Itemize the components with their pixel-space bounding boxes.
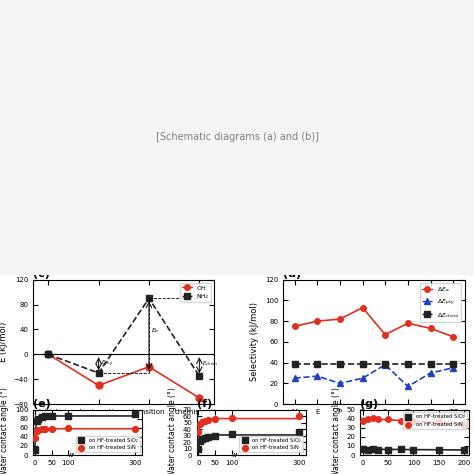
on HF-treated SiO₂: [211, 432, 219, 440]
on HF-treated SiO₂: [201, 434, 209, 441]
Y-axis label: Water contact angle (°): Water contact angle (°): [332, 387, 341, 474]
on HF-treated SiO₂: [33, 417, 40, 425]
Y-axis label: Water contact angle (°): Water contact angle (°): [168, 387, 177, 474]
on HF-treated SiO₂: [359, 445, 366, 453]
Text: $E_{chem}$: $E_{chem}$: [202, 359, 218, 368]
on HF-treated SiN: [195, 428, 202, 436]
on HF-treated SiN: [359, 417, 366, 424]
on HF-treated SiO₂: [397, 445, 405, 453]
Text: $E_b$: $E_b$: [152, 327, 160, 336]
on HF-treated SiN: [48, 425, 55, 432]
on HF-treated SiN: [435, 419, 443, 426]
Text: (d): (d): [283, 269, 301, 279]
Y-axis label: Selectivity (kJ/mol): Selectivity (kJ/mol): [250, 302, 259, 382]
on HF-treated SiO₂: [205, 433, 212, 441]
on HF-treated SiO₂: [369, 445, 377, 453]
on HF-treated SiN: [369, 414, 377, 421]
on HF-treated SiN: [198, 418, 206, 426]
on HF-treated SiN: [410, 418, 417, 425]
Text: (c): (c): [33, 269, 50, 279]
on HF-treated SiO₂: [364, 446, 372, 454]
on HF-treated SiN: [33, 428, 40, 435]
on HF-treated SiN: [132, 425, 139, 432]
on HF-treated SiO₂: [196, 437, 204, 445]
on HF-treated SiN: [228, 414, 236, 422]
on HF-treated SiO₂: [374, 447, 382, 454]
on HF-treated SiO₂: [35, 415, 42, 422]
Text: (g): (g): [360, 399, 378, 409]
on HF-treated SiO₂: [198, 435, 206, 443]
on HF-treated SiO₂: [295, 428, 303, 436]
on HF-treated SiO₂: [64, 412, 72, 419]
on HF-treated SiO₂: [132, 410, 139, 418]
on HF-treated SiN: [201, 417, 209, 424]
on HF-treated SiN: [38, 425, 46, 433]
Legend: $\Delta E_a$, $\Delta E_{phy}$, $\Delta E_{chem}$: $\Delta E_a$, $\Delta E_{phy}$, $\Delta …: [420, 283, 461, 322]
on HF-treated SiO₂: [460, 446, 468, 454]
on HF-treated SiN: [41, 425, 49, 432]
on HF-treated SiN: [295, 412, 303, 420]
on HF-treated SiN: [374, 415, 382, 422]
on HF-treated SiN: [460, 421, 468, 429]
on HF-treated SiO₂: [384, 446, 392, 454]
on HF-treated SiO₂: [38, 413, 46, 421]
Text: (e): (e): [33, 399, 51, 409]
on HF-treated SiN: [64, 424, 72, 432]
on HF-treated SiO₂: [41, 412, 49, 420]
on HF-treated SiO₂: [410, 446, 417, 454]
on HF-treated SiO₂: [228, 430, 236, 438]
Legend: on HF-treated SiO₂, on HF-treated SiN: on HF-treated SiO₂, on HF-treated SiN: [403, 412, 466, 429]
on HF-treated SiN: [384, 415, 392, 422]
Legend: OH, NH₂: OH, NH₂: [180, 283, 211, 301]
on HF-treated SiO₂: [195, 445, 202, 452]
Y-axis label: E (kJ/mol): E (kJ/mol): [0, 322, 8, 362]
on HF-treated SiN: [205, 416, 212, 424]
Legend: on HF-treated SiO₂, on HF-treated SiN: on HF-treated SiO₂, on HF-treated SiN: [76, 436, 139, 452]
on HF-treated SiO₂: [31, 447, 39, 454]
on HF-treated SiO₂: [48, 412, 55, 420]
Text: $E_{phy}$: $E_{phy}$: [101, 359, 114, 369]
Text: (f): (f): [197, 399, 212, 409]
Legend: on HF-treated SiO₂, on HF-treated SiN: on HF-treated SiO₂, on HF-treated SiN: [239, 436, 303, 452]
Y-axis label: Water contact angle (°): Water contact angle (°): [0, 387, 9, 474]
on HF-treated SiN: [31, 434, 39, 442]
on HF-treated SiN: [211, 416, 219, 423]
on HF-treated SiN: [397, 417, 405, 424]
Text: [Schematic diagrams (a) and (b)]: [Schematic diagrams (a) and (b)]: [155, 132, 319, 143]
on HF-treated SiN: [35, 426, 42, 434]
on HF-treated SiN: [364, 415, 372, 422]
on HF-treated SiO₂: [435, 447, 443, 454]
on HF-treated SiN: [196, 420, 204, 428]
